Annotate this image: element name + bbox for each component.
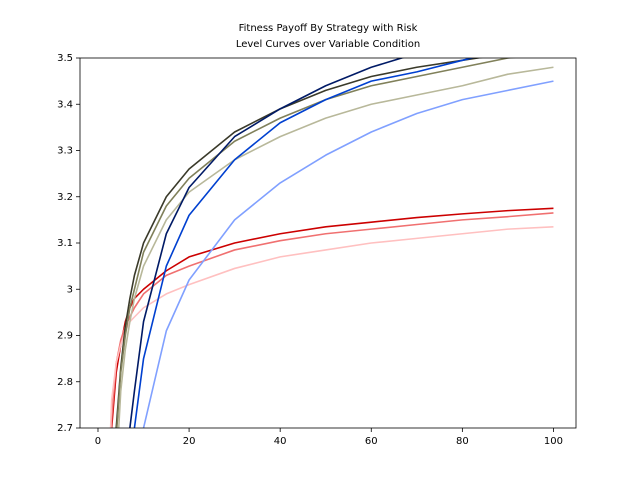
- y-tick-label: 3.4: [57, 99, 73, 110]
- series-line: [110, 212, 554, 428]
- plot-lines: [109, 58, 554, 428]
- series-line: [109, 226, 554, 428]
- x-tick-label: 40: [274, 436, 287, 447]
- series-line: [117, 66, 554, 428]
- x-tick-label: 80: [456, 436, 469, 447]
- y-tick-label: 3: [67, 284, 73, 295]
- y-tick-label: 3.5: [57, 53, 73, 64]
- y-tick-label: 3.2: [57, 192, 73, 203]
- y-tick-label: 2.8: [57, 377, 73, 388]
- series-line: [142, 80, 554, 428]
- chart-title: Level Curves over Variable Condition: [236, 39, 420, 50]
- x-tick-label: 0: [95, 436, 101, 447]
- x-tick-label: 60: [365, 436, 378, 447]
- y-tick-label: 3.1: [57, 238, 73, 249]
- y-tick-label: 2.9: [57, 331, 73, 342]
- chart-title: Fitness Payoff By Strategy with Risk: [239, 23, 418, 34]
- series-line: [116, 58, 516, 428]
- y-tick-label: 2.7: [57, 423, 73, 434]
- series-line: [129, 58, 405, 428]
- x-tick-label: 20: [183, 436, 196, 447]
- series-line: [133, 58, 475, 428]
- y-tick-label: 3.3: [57, 146, 73, 157]
- x-tick-label: 100: [544, 436, 563, 447]
